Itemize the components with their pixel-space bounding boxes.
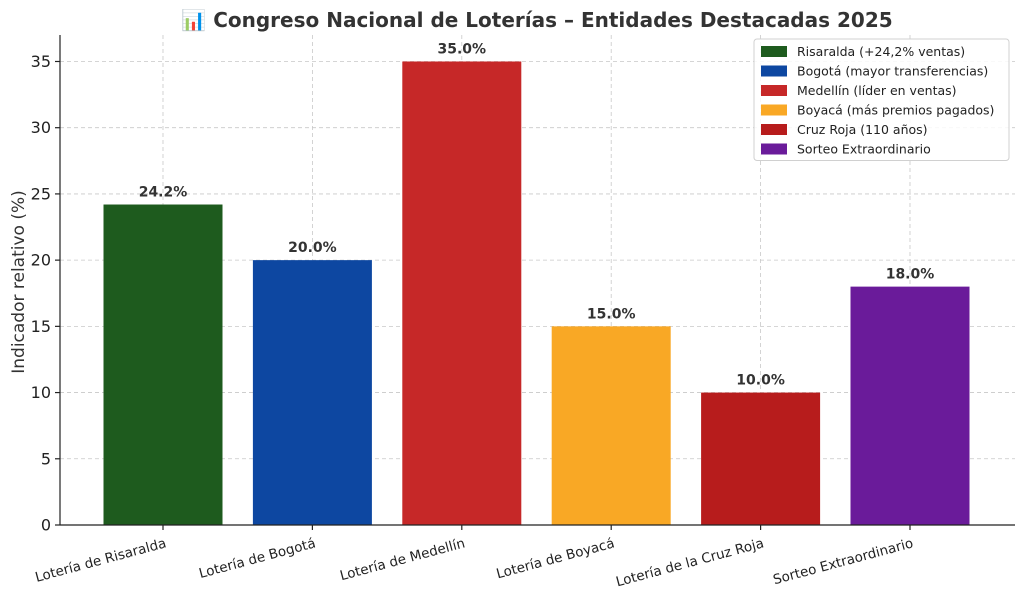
legend-entry-1: Bogotá (mayor transferencias) (797, 64, 988, 79)
legend-entry-3: Boyacá (más premios pagados) (797, 103, 994, 118)
y-tick-label-2: 10 (31, 383, 51, 402)
data-label-5: 18.0% (886, 267, 935, 283)
data-label-1: 20.0% (288, 240, 337, 256)
y-tick-label-6: 30 (31, 118, 51, 137)
bar-2 (402, 61, 522, 526)
x-tick-label-4: Lotería de la Cruz Roja (614, 535, 765, 590)
legend: Risaralda (+24,2% ventas) Bogotá (mayor t… (753, 38, 1010, 161)
y-tick-label-1: 5 (41, 449, 51, 468)
y-tick-label-7: 35 (31, 52, 51, 71)
data-label-3: 15.0% (587, 306, 636, 322)
legend-swatch-5 (761, 143, 787, 155)
data-label-2: 35.0% (438, 41, 487, 57)
bar-0 (103, 204, 223, 525)
y-tick-label-0: 0 (41, 516, 51, 535)
x-tick-label-2: Lotería de Medellín (338, 535, 467, 584)
x-tick-label-3: Lotería de Boyacá (495, 535, 617, 582)
bar-4 (701, 392, 821, 525)
legend-swatch-4 (761, 124, 787, 135)
data-labels: 24.2% 20.0% 35.0% 15.0% 10.0% 18.0% (139, 41, 935, 388)
y-tick-label-4: 20 (31, 251, 51, 270)
legend-swatch-0 (761, 46, 787, 57)
bar-5 (850, 286, 970, 525)
legend-entry-4: Cruz Roja (110 años) (797, 122, 928, 137)
bars (103, 61, 970, 526)
y-axis-label: Indicador relativo (%) (9, 190, 29, 374)
legend-swatch-2 (761, 85, 787, 96)
y-tick-label-3: 15 (31, 317, 51, 336)
legend-entry-5: Sorteo Extraordinario (797, 142, 931, 157)
y-tick-labels: 0 5 10 15 20 25 30 35 (31, 52, 60, 535)
axes (59, 35, 1015, 526)
data-label-4: 10.0% (736, 373, 785, 389)
legend-box (753, 38, 1010, 161)
x-tick-label-1: Lotería de Bogotá (197, 535, 317, 582)
bar-3 (551, 326, 671, 525)
legend-entry-0: Risaralda (+24,2% ventas) (797, 44, 965, 59)
data-label-0: 24.2% (139, 185, 188, 201)
legend-entry-2: Medellín (líder en ventas) (797, 83, 957, 98)
chart-title: 📊 Congreso Nacional de Loterías – Entida… (181, 8, 892, 32)
y-tick-label-5: 25 (31, 184, 51, 203)
x-tick-labels: Lotería de Risaralda Lotería de Bogotá Lot… (33, 525, 915, 590)
x-tick-label-0: Lotería de Risaralda (33, 535, 168, 585)
legend-swatch-3 (761, 104, 787, 116)
x-tick-label-5: Sorteo Extraordinario (771, 535, 915, 588)
bar-1 (252, 260, 372, 525)
legend-swatch-1 (761, 65, 787, 77)
